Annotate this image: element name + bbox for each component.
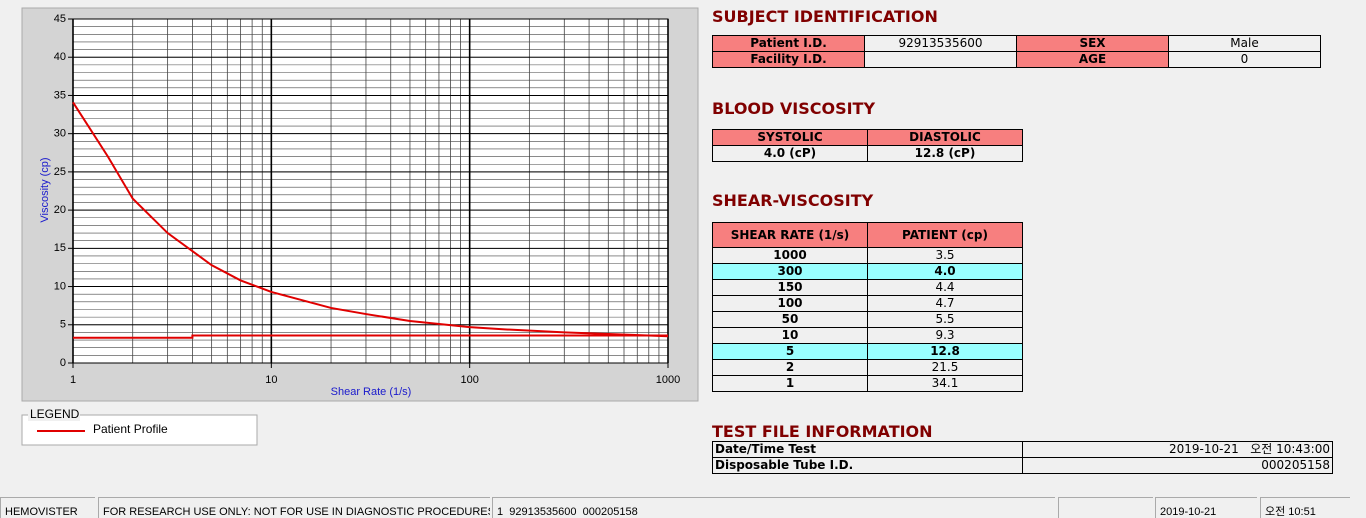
value-cell: 10 (712, 327, 868, 344)
y-tick-label: 35 (54, 89, 66, 101)
status-segment: 오전 10:51 (1260, 497, 1350, 518)
table-row: 100 4.7 (712, 295, 1023, 312)
value-cell: 4.4 (867, 279, 1023, 296)
section-title: TEST FILE INFORMATION (712, 422, 933, 441)
table-header-row: SHEAR RATE (1/s) PATIENT (cp) (712, 222, 1023, 248)
x-tick-label: 1000 (656, 374, 680, 386)
table-row: 2 21.5 (712, 359, 1023, 376)
x-axis-title: Shear Rate (1/s) (331, 386, 412, 398)
value-cell: 4.7 (867, 295, 1023, 312)
chart: Shear Rate (1/s) Viscosity (cp) LEGEND 0… (21, 7, 699, 446)
subject-table: Patient I.D. 92913535600 SEX Male Facility I… (712, 35, 1321, 68)
plot-border (72, 18, 669, 364)
value-cell: 50 (712, 311, 868, 328)
table-row: 10 9.3 (712, 327, 1023, 344)
field-value: 92913535600 (864, 35, 1017, 52)
y-tick-label: 15 (54, 242, 66, 254)
value-cell: 12.8 (cP) (867, 145, 1023, 162)
value-cell: 4.0 (cP) (712, 145, 868, 162)
status-segment: 1 92913535600 000205158 (492, 497, 1055, 518)
value-cell: 100 (712, 295, 868, 312)
y-axis-title: Viscosity (cp) (39, 157, 51, 222)
field-label: AGE (1016, 51, 1169, 68)
value-cell: 21.5 (867, 359, 1023, 376)
value-cell: 1 (712, 375, 868, 392)
x-tick-label: 1 (70, 374, 76, 386)
header-cell: SYSTOLIC (712, 129, 868, 146)
y-tick-label: 40 (54, 51, 66, 63)
table-row: 1000 3.5 (712, 247, 1023, 264)
legend-label: Patient Profile (93, 422, 168, 436)
y-tick-label: 0 (60, 357, 66, 369)
table-row: 1 34.1 (712, 375, 1023, 392)
y-tick-label: 45 (54, 13, 66, 25)
status-segment: HEMOVISTER (0, 497, 95, 518)
table-row: Date/Time Test 2019-10-21 오전 10:43:00 (712, 441, 1333, 458)
section-title: SUBJECT IDENTIFICATION (712, 7, 938, 26)
field-value: Male (1168, 35, 1321, 52)
table-row: 300 4.0 (712, 263, 1023, 280)
header-cell: DIASTOLIC (867, 129, 1023, 146)
plot-area (73, 19, 668, 363)
legend-title: LEGEND (30, 407, 80, 421)
shear-viscosity-table: SHEAR RATE (1/s) PATIENT (cp) 1000 3.5 300 4.… (712, 222, 1023, 392)
test-file-table: Date/Time Test 2019-10-21 오전 10:43:00 Disp… (712, 441, 1333, 474)
header-cell: SHEAR RATE (1/s) (712, 222, 868, 248)
blood-viscosity-table: SYSTOLIC DIASTOLIC 4.0 (cP) 12.8 (cP) (712, 129, 1023, 162)
field-label: Facility I.D. (712, 51, 865, 68)
header-cell: PATIENT (cp) (867, 222, 1023, 248)
value-cell: 1000 (712, 247, 868, 264)
table-header-row: SYSTOLIC DIASTOLIC (712, 129, 1023, 146)
legend-title-bg (28, 409, 80, 421)
status-segment: 2019-10-21 (1155, 497, 1257, 518)
value-cell: 4.0 (867, 263, 1023, 280)
value-cell: 2 (712, 359, 868, 376)
field-value: 2019-10-21 오전 10:43:00 (1022, 441, 1333, 458)
value-cell: 34.1 (867, 375, 1023, 392)
value-cell: 12.8 (867, 343, 1023, 360)
table-row: 5 12.8 (712, 343, 1023, 360)
x-tick-label: 100 (460, 374, 478, 386)
table-row: Disposable Tube I.D. 000205158 (712, 457, 1333, 474)
value-cell: 150 (712, 279, 868, 296)
table-row: Facility I.D. AGE 0 (712, 51, 1321, 68)
field-value: 0 (1168, 51, 1321, 68)
table-row: 4.0 (cP) 12.8 (cP) (712, 145, 1023, 162)
field-value (864, 51, 1017, 68)
table-row: 150 4.4 (712, 279, 1023, 296)
y-tick-label: 10 (54, 280, 66, 292)
field-value: 000205158 (1022, 457, 1333, 474)
section-title: BLOOD VISCOSITY (712, 99, 876, 118)
value-cell: 5.5 (867, 311, 1023, 328)
table-row: 50 5.5 (712, 311, 1023, 328)
value-cell: 300 (712, 263, 868, 280)
x-tick-label: 10 (265, 374, 277, 386)
value-cell: 5 (712, 343, 868, 360)
field-label: SEX (1016, 35, 1169, 52)
field-label: Date/Time Test (712, 441, 1023, 458)
y-tick-label: 25 (54, 166, 66, 178)
y-tick-label: 30 (54, 128, 66, 140)
value-cell: 9.3 (867, 327, 1023, 344)
series-line (72, 101, 669, 338)
field-label: Disposable Tube I.D. (712, 457, 1023, 474)
status-segment: FOR RESEARCH USE ONLY: NOT FOR USE IN DI… (98, 497, 490, 518)
series-line (73, 334, 668, 339)
field-label: Patient I.D. (712, 35, 865, 52)
status-segment (1058, 497, 1153, 518)
y-tick-label: 20 (54, 204, 66, 216)
value-cell: 3.5 (867, 247, 1023, 264)
table-row: Patient I.D. 92913535600 SEX Male (712, 35, 1321, 52)
section-title: SHEAR-VISCOSITY (712, 191, 874, 210)
y-tick-label: 5 (60, 319, 66, 331)
